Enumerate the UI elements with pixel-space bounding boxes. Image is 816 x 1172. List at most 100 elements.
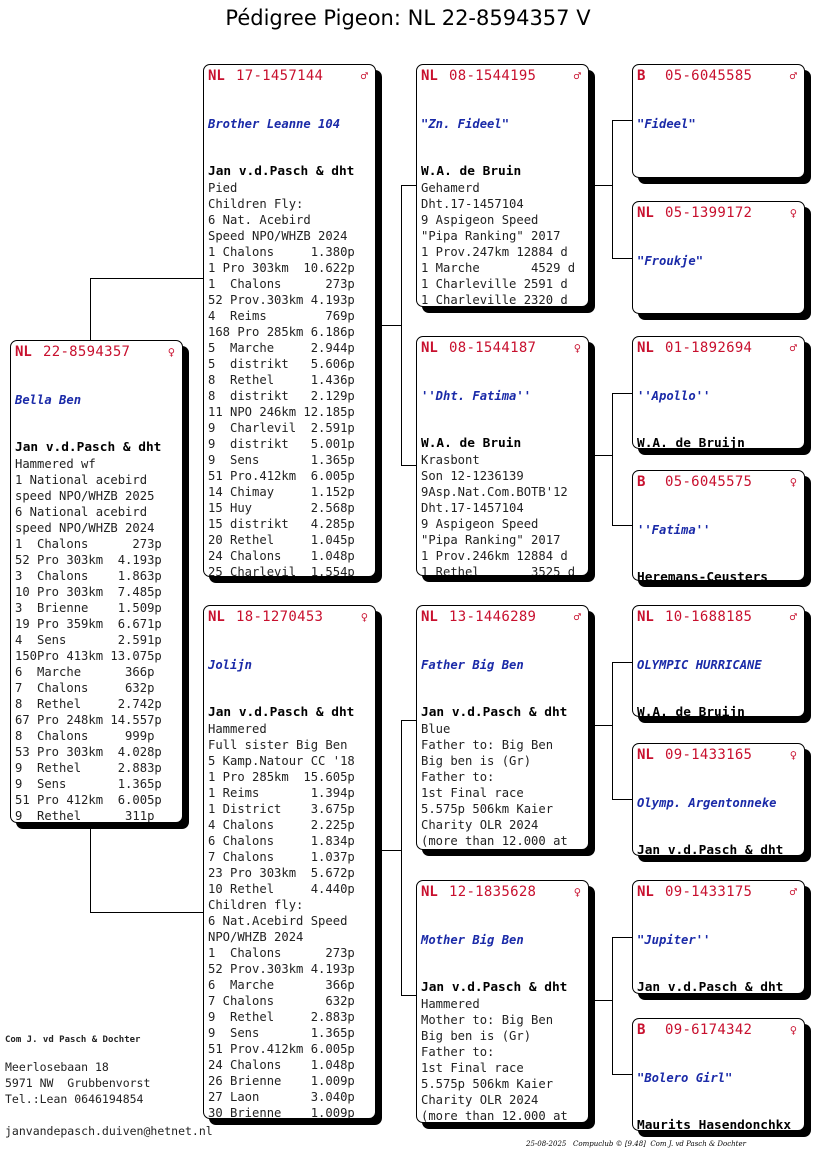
pigeon-name: "Fideel": [637, 117, 696, 131]
country-code: B: [637, 474, 646, 490]
info-line: Children Fly:: [208, 197, 304, 211]
country-code: NL: [421, 609, 438, 625]
pigeon-card-ss[interactable]: NL 08-1544195 ♂ "Zn. Fideel" W.A. de Bru…: [416, 64, 589, 307]
info-line: Charity OLR 2024: [421, 818, 539, 832]
connector-line: [382, 850, 402, 851]
info-line: Big ben is (Gr): [421, 754, 532, 768]
info-line: 53 Pro 303km 4.028p: [15, 745, 162, 759]
country-code: B: [637, 1022, 646, 1038]
breeder: W.A. de Bruijn: [637, 436, 745, 449]
address-line-2: 5971 NW Grubbenvorst: [5, 1076, 151, 1090]
info-line: 1st Final race: [421, 1061, 524, 1075]
info-line: 5.575p 506km Kaier: [421, 802, 554, 816]
male-icon: ♂: [360, 69, 368, 83]
info-line: 9 Sens 1.365p: [15, 777, 162, 791]
info-line: Mother to: Big Ben: [421, 1013, 554, 1027]
connector-line: [612, 937, 632, 938]
info-line: Gehamerd: [421, 181, 480, 195]
pigeon-card-dsd[interactable]: NL 09-1433165 ♀ Olymp. Argentonneke Jan …: [632, 743, 805, 856]
pigeon-name: ''Fatima'': [637, 523, 711, 537]
info-line: Hammered: [208, 722, 267, 736]
country-code: NL: [637, 609, 654, 625]
info-line: 1 Prov.247km 12884 d: [421, 245, 568, 259]
connector-line: [401, 185, 402, 466]
pigeon-card-sss[interactable]: B 05-6045585 ♂ "Fideel" GehamerdVader:06…: [632, 64, 805, 178]
pigeon-name: Jolijn: [208, 658, 253, 672]
email-link[interactable]: janvandepasch.duiven@hetnet.nl: [5, 1124, 213, 1138]
info-line: 23 Pro 303km 5.672p: [208, 866, 355, 880]
ring-number: 13-1446289: [449, 609, 537, 625]
pigeon-card-dss[interactable]: NL 10-1688185 ♂ OLYMPIC HURRICANE W.A. d…: [632, 605, 805, 717]
info-line: Father to:: [421, 770, 495, 784]
info-line: 1 National acebird: [15, 473, 148, 487]
info-line: 1 Charleville 2320 d: [421, 293, 568, 307]
info-line: Blue: [421, 722, 451, 736]
info-line: "Pipa Ranking" 2017: [421, 533, 561, 547]
info-line: 6 National acebird: [15, 505, 148, 519]
connector-line: [90, 278, 91, 340]
info-line: (more than 12.000 at: [421, 1109, 568, 1123]
ring-number: 09-1433165: [665, 747, 753, 763]
male-icon: ♂: [573, 610, 581, 624]
ring-number: 08-1544187: [449, 340, 537, 356]
pigeon-card-ssd[interactable]: NL 05-1399172 ♀ "Froukje" GehamerdMoeder…: [632, 201, 805, 314]
ring-number: 08-1544195: [449, 68, 537, 84]
connector-line: [595, 725, 613, 726]
male-icon: ♂: [789, 885, 797, 899]
loft-name: Com J. vd Pasch & Dochter: [5, 1035, 141, 1045]
info-line: 24 Chalons 1.048p: [208, 1058, 355, 1072]
info-line: 14 Chimay 1.152p: [208, 485, 355, 499]
connector-line: [595, 185, 613, 186]
info-line: Full sister Big Ben: [208, 738, 348, 752]
pigeon-card-ddd[interactable]: B 09-6174342 ♀ "Bolero Girl" Maurits Has…: [632, 1018, 805, 1131]
info-line: Father to: Big Ben: [421, 738, 554, 752]
pigeon-card-dd[interactable]: NL 12-1835628 ♀ Mother Big Ben Jan v.d.P…: [416, 880, 589, 1123]
info-line: 52 Prov.303km 4.193p: [208, 293, 355, 307]
pigeon-card-sire[interactable]: NL 17-1457144 ♂ Brother Leanne 104 Jan v…: [203, 64, 376, 577]
ring-number: 05-6045575: [665, 474, 753, 490]
pigeon-card-ds[interactable]: NL 13-1446289 ♂ Father Big Ben Jan v.d.P…: [416, 605, 589, 850]
info-line: speed NPO/WHZB 2025: [15, 489, 155, 503]
info-line: 5.575p 506km Kaier: [421, 1077, 554, 1091]
connector-line: [612, 1074, 632, 1075]
pigeon-name: "Bolero Girl": [637, 1071, 733, 1085]
info-line: 9 distrikt 5.001p: [208, 437, 355, 451]
pigeon-card-sd[interactable]: NL 08-1544187 ♀ ''Dht. Fatima'' W.A. de …: [416, 336, 589, 576]
ring-number: 22-8594357: [43, 344, 131, 360]
connector-line: [612, 393, 632, 394]
female-icon: ♀: [789, 748, 797, 762]
breeder: Heremans-Ceusters: [637, 570, 768, 581]
pigeon-name: "Zn. Fideel": [421, 117, 510, 131]
pigeon-card-subject[interactable]: NL 22-8594357 ♀ Bella Ben Jan v.d.Pasch …: [10, 340, 183, 823]
info-line: NPO/WHZB 2024: [208, 930, 304, 944]
info-line: "Pipa Ranking" 2017: [421, 229, 561, 243]
ring-header: NL 18-1270453 ♀: [208, 609, 371, 625]
country-code: NL: [208, 68, 225, 84]
connector-line: [612, 120, 632, 121]
breeder: Jan v.d.Pasch & dht: [637, 843, 784, 856]
pigeon-card-dds[interactable]: NL 09-1433175 ♂ "Jupiter'' Jan v.d.Pasch…: [632, 880, 805, 994]
ring-header: NL 08-1544187 ♀: [421, 340, 584, 356]
pigeon-card-sdd[interactable]: B 05-6045575 ♀ ''Fatima'' Heremans-Ceust…: [632, 470, 805, 581]
info-line: 25 Charlevil 1.554p: [208, 565, 355, 577]
info-line: 15 distrikt 4.285p: [208, 517, 355, 531]
country-code: NL: [15, 344, 32, 360]
country-code: NL: [637, 747, 654, 763]
connector-line: [382, 325, 402, 326]
pigeon-card-sds[interactable]: NL 01-1892694 ♂ ''Apollo'' W.A. de Bruij…: [632, 336, 805, 449]
pigeon-name: OLYMPIC HURRICANE: [637, 658, 762, 672]
info-line: Dht.17-1457104: [421, 197, 524, 211]
ring-header: B 05-6045575 ♀: [637, 474, 800, 490]
breeder: W.A. de Bruin: [421, 164, 522, 179]
connector-line: [612, 799, 632, 800]
info-line: 1st Final race: [421, 786, 524, 800]
info-line: 20 Rethel 1.045p: [208, 533, 355, 547]
female-icon: ♀: [789, 206, 797, 220]
pigeon-card-dam[interactable]: NL 18-1270453 ♀ Jolijn Jan v.d.Pasch & d…: [203, 605, 376, 1119]
country-code: NL: [208, 609, 225, 625]
ring-header: NL 22-8594357 ♀: [15, 344, 178, 360]
info-line: Son 12-1236139: [421, 469, 524, 483]
info-line: Big ben is (Gr): [421, 1029, 532, 1043]
info-line: 1 Chalons 273p: [208, 946, 355, 960]
